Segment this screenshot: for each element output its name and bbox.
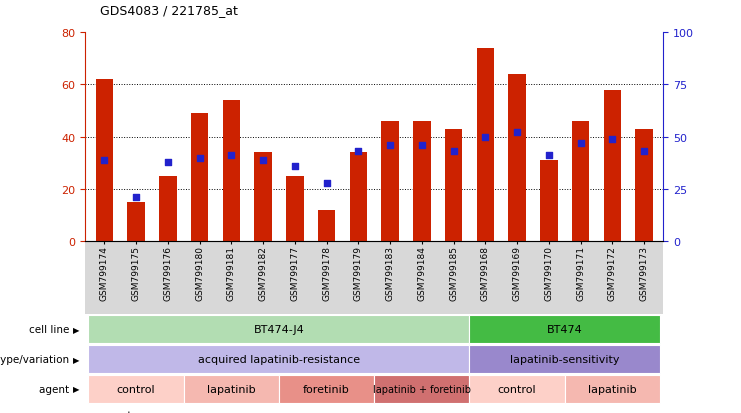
Point [448, 149, 459, 155]
Point [193, 155, 205, 161]
Bar [476, 49, 494, 242]
Text: control: control [117, 384, 156, 394]
Text: control: control [498, 384, 536, 394]
Bar [636, 130, 653, 242]
Point [353, 149, 365, 155]
Point [99, 157, 110, 164]
Bar [604, 90, 621, 242]
Point [638, 149, 650, 155]
Point [225, 153, 237, 159]
Point [384, 142, 396, 149]
Bar [445, 130, 462, 242]
Bar [350, 153, 367, 242]
Point [257, 157, 269, 164]
Bar [286, 176, 304, 242]
Point [575, 140, 587, 147]
Point [511, 130, 523, 136]
Bar [96, 80, 113, 242]
Text: ▶: ▶ [73, 355, 80, 364]
Text: acquired lapatinib-resistance: acquired lapatinib-resistance [198, 354, 360, 364]
Text: cell line: cell line [29, 325, 73, 335]
Text: lapatinib-sensitivity: lapatinib-sensitivity [510, 354, 619, 364]
Bar [191, 114, 208, 242]
Text: genotype/variation: genotype/variation [0, 354, 73, 364]
Point [289, 163, 301, 170]
Bar [508, 75, 526, 242]
Text: ▶: ▶ [73, 385, 80, 394]
Point [162, 159, 173, 166]
Point [321, 180, 333, 187]
Text: ▶: ▶ [73, 325, 80, 334]
Bar [159, 176, 176, 242]
Bar [382, 122, 399, 242]
Text: lapatinib: lapatinib [207, 384, 256, 394]
Bar [318, 210, 335, 242]
Point [479, 134, 491, 140]
Point [130, 195, 142, 201]
Text: foretinib: foretinib [303, 384, 350, 394]
Text: GDS4083 / 221785_at: GDS4083 / 221785_at [100, 4, 238, 17]
Text: lapatinib + foretinib: lapatinib + foretinib [373, 384, 471, 394]
Bar [572, 122, 589, 242]
Text: BT474: BT474 [547, 325, 582, 335]
Bar [540, 161, 557, 242]
Bar [222, 101, 240, 242]
Bar [254, 153, 272, 242]
Text: ■: ■ [89, 409, 101, 413]
Point [606, 136, 618, 143]
Point [416, 142, 428, 149]
Bar [127, 202, 144, 242]
Bar [413, 122, 431, 242]
Text: agent: agent [39, 384, 73, 394]
Text: lapatinib: lapatinib [588, 384, 637, 394]
Point [543, 153, 555, 159]
Text: BT474-J4: BT474-J4 [253, 325, 305, 335]
Text: count: count [102, 411, 132, 413]
